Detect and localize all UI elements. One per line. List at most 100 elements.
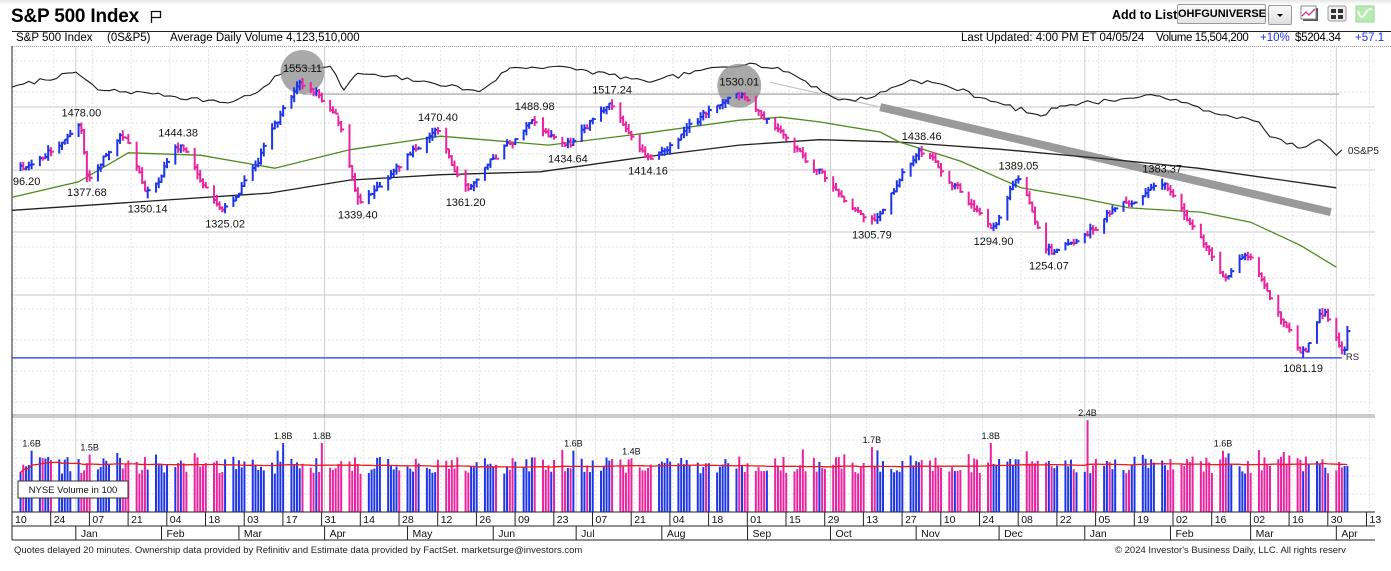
month-label: Jun <box>498 528 515 540</box>
x-tick-label: 05 <box>1099 514 1111 526</box>
x-tick-label: 26 <box>479 514 491 526</box>
average-daily-volume: Average Daily Volume 4,123,510,000 <box>170 32 360 44</box>
price-pivot-label: 1414.16 <box>628 165 668 177</box>
volume-legend: NYSE Volume in 100 <box>29 485 118 496</box>
x-tick-label: 13 <box>1370 514 1382 526</box>
price-pivot-label: 1389.05 <box>999 160 1039 172</box>
price-pivot-label: 1361.20 <box>446 197 486 209</box>
x-tick-label: 27 <box>905 514 917 526</box>
volume-peak-label: 1.7B <box>863 435 882 445</box>
month-label: Jan <box>1090 528 1107 540</box>
price-pivot-label: 1553.11 <box>283 63 322 75</box>
month-label: Nov <box>921 528 940 540</box>
x-tick-label: 13 <box>866 514 878 526</box>
price-pivot-label: 1081.19 <box>1283 363 1323 375</box>
price-pivot-label: 1444.38 <box>158 127 198 139</box>
month-label: Apr <box>330 528 347 540</box>
x-tick-label: 15 <box>789 514 801 526</box>
volume-peak-label: 1.8B <box>982 431 1001 441</box>
x-tick-label: 22 <box>1060 514 1072 526</box>
x-tick-label: 18 <box>712 514 724 526</box>
moving-average-short-line <box>12 116 1337 268</box>
date-axis: 10 24 07 21 04 18 03 17 31 14 28 12 26 09 23 07 21 04 18 01… <box>11 511 1382 541</box>
x-tick-label: 02 <box>1253 514 1265 526</box>
list-select[interactable]: OHFGUNIVERSE <box>1177 4 1266 24</box>
add-to-list-label: Add to List: <box>1112 8 1182 22</box>
list-dropdown-button[interactable] <box>1268 5 1292 25</box>
x-tick-label: 28 <box>402 514 414 526</box>
rs-line <box>12 62 1343 156</box>
x-tick-label: 31 <box>325 514 337 526</box>
x-tick-label: 07 <box>92 514 104 526</box>
price-pivot-label: 1325.02 <box>205 218 245 230</box>
price-volume-chart: 1396.20 1478.00 1377.68 1350.14 1444.38 1325.… <box>1 46 1382 541</box>
index-name: S&P 500 Index <box>16 32 93 44</box>
x-tick-label: 10 <box>944 514 956 526</box>
price-pivot-label: 1305.79 <box>852 230 892 242</box>
volume-change: +10% <box>1260 32 1290 44</box>
volume-legend-box <box>17 480 129 499</box>
price-pivot-label: 1377.68 <box>67 187 107 199</box>
highlight-circle <box>717 63 762 108</box>
chart-type-icon[interactable] <box>1300 5 1320 23</box>
trendline-thick <box>879 103 1332 216</box>
volume-peak-label: 1.8B <box>313 431 332 441</box>
month-label: Feb <box>1175 528 1193 540</box>
x-tick-label: 18 <box>209 514 221 526</box>
volume-average-line <box>19 461 1348 474</box>
price-pivot-label: 1438.46 <box>902 131 942 143</box>
month-label: Mar <box>1256 528 1275 540</box>
volume-peak-label: 2.4B <box>1078 408 1097 418</box>
month-label: Apr <box>1341 528 1358 540</box>
symbol: (0S&P5) <box>107 32 151 44</box>
layout-grid-icon[interactable] <box>1327 5 1347 23</box>
header-shadow <box>0 0 1391 5</box>
x-tick-label: 03 <box>247 514 259 526</box>
flag-icon[interactable] <box>150 10 162 24</box>
volume-peak-label: 1.5B <box>80 443 99 453</box>
x-tick-label: 30 <box>1331 514 1343 526</box>
price-change: +57.1 <box>1355 32 1385 44</box>
x-tick-label: 16 <box>1215 514 1227 526</box>
footer-copyright: © 2024 Investor's Business Daily, LLC. A… <box>1115 545 1346 556</box>
price-pivot-label: 1517.24 <box>592 84 632 96</box>
price-pivot-label: 1488.98 <box>515 101 555 113</box>
price-pivot-label: 1396.20 <box>1 176 41 188</box>
volume: Volume 15,504,200 <box>1156 32 1249 44</box>
x-tick-label: 04 <box>170 514 182 526</box>
x-tick-label: 02 <box>1176 514 1188 526</box>
x-tick-label: 23 <box>557 514 569 526</box>
x-tick-label: 24 <box>54 514 66 526</box>
last-price: $5204.34 <box>1295 32 1341 44</box>
price-pivot-label: 1383.37 <box>1142 164 1182 176</box>
month-label: Feb <box>167 528 185 540</box>
x-tick-label: 01 <box>750 514 762 526</box>
volume-peak-label: 1.8B <box>274 431 293 441</box>
volume-peak-label: 1.4B <box>622 446 641 456</box>
page-title: S&P 500 Index <box>11 6 140 27</box>
month-label: Dec <box>1004 528 1023 540</box>
volume-peak-label: 1.6B <box>22 439 41 449</box>
x-tick-label: 04 <box>673 514 685 526</box>
wave-chart-icon[interactable] <box>1355 5 1375 23</box>
month-label: Oct <box>835 528 851 540</box>
volume-peak-label: 1.6B <box>564 439 583 449</box>
price-pivot-label: 1530.01 <box>719 77 759 89</box>
price-pivot-label: 1478.00 <box>61 108 101 120</box>
price-pivot-label: 1350.14 <box>128 203 168 215</box>
volume-peak-label: 1.6B <box>1214 439 1233 449</box>
plot-area: 1396.20 1478.00 1377.68 1350.14 1444.38 1325.… <box>1 50 1379 512</box>
info-bar: S&P 500 Index (0S&P5) Average Daily Volu… <box>12 31 1391 47</box>
moving-average-long-line <box>12 139 1337 211</box>
x-tick-label: 08 <box>1021 514 1033 526</box>
highlight-circle <box>280 50 325 94</box>
x-tick-label: 07 <box>596 514 608 526</box>
month-label: Aug <box>667 528 686 540</box>
x-tick-label: 29 <box>828 514 840 526</box>
rs-marker-label: RS <box>1346 352 1359 363</box>
month-label: Jul <box>581 528 594 540</box>
x-tick-label: 16 <box>1292 514 1304 526</box>
x-tick-label: 09 <box>518 514 530 526</box>
x-tick-label: 21 <box>634 514 646 526</box>
x-tick-label: 12 <box>441 514 453 526</box>
